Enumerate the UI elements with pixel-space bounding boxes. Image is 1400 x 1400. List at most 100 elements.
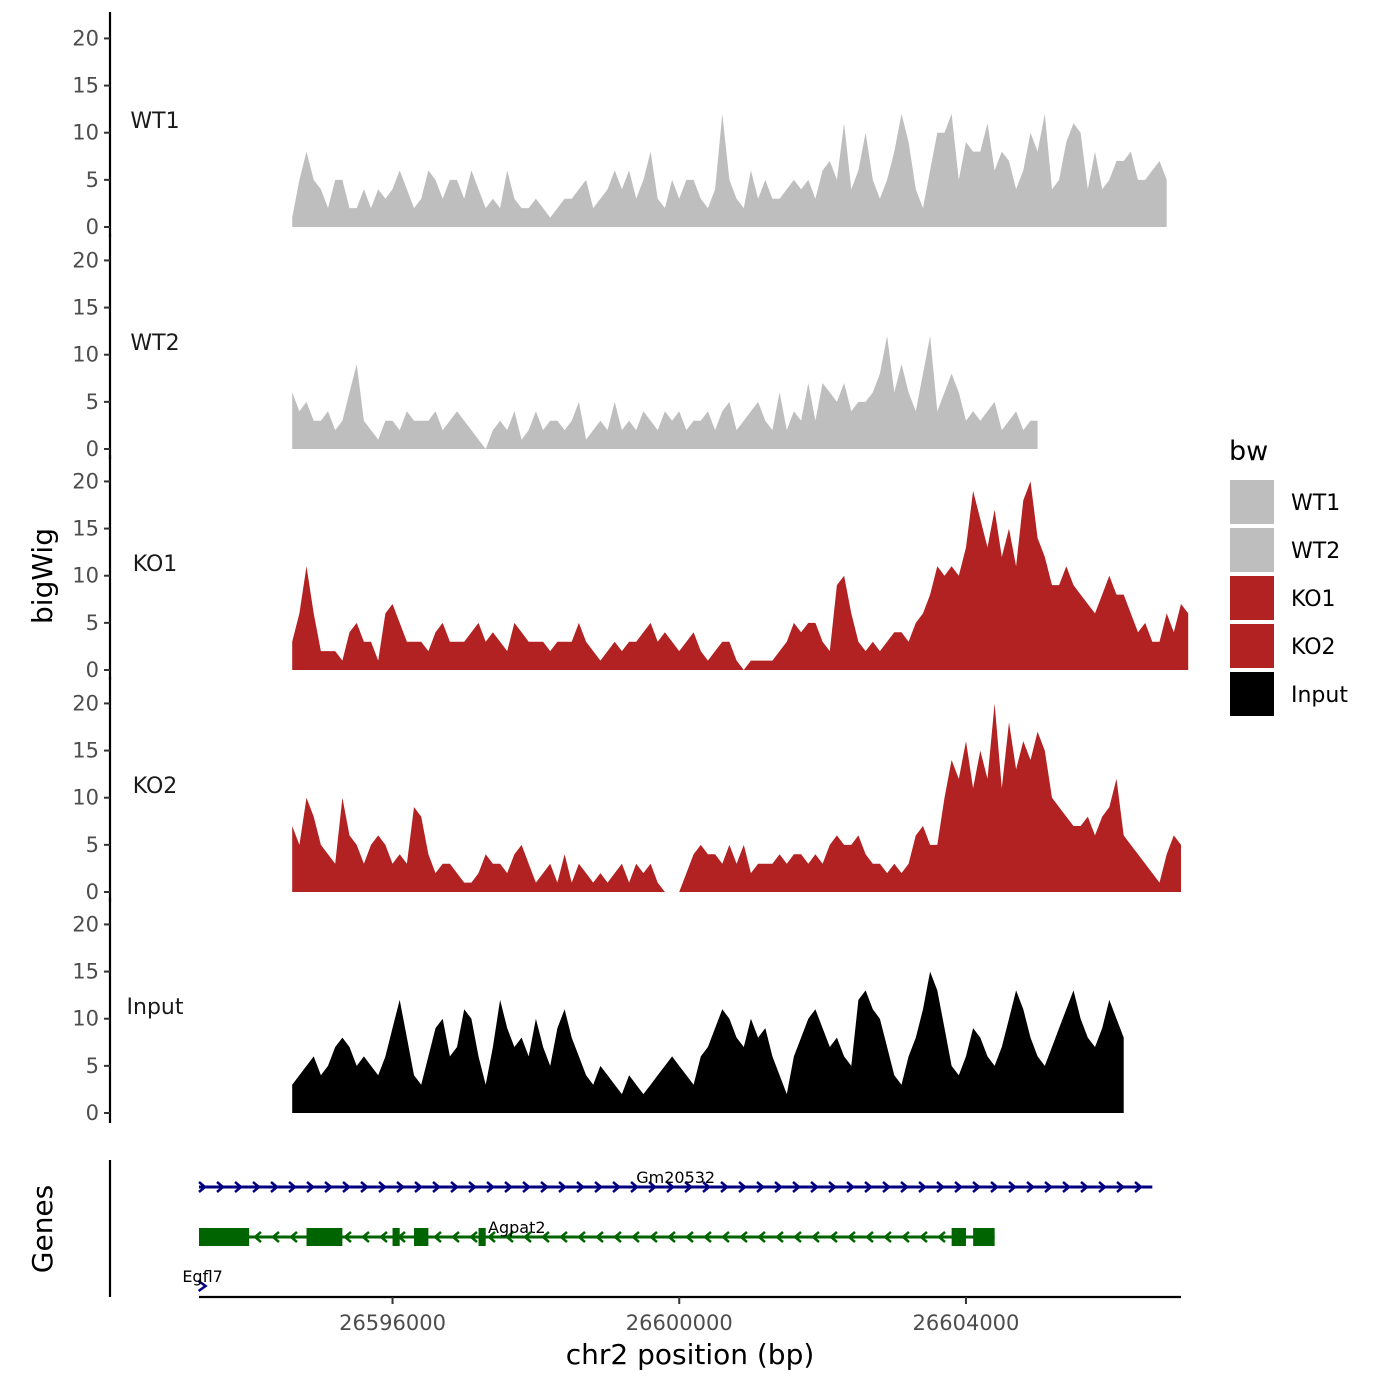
strand-arrow [361,1231,370,1243]
strand-arrow [523,1231,532,1243]
legend: bw WT1 WT2 KO1 KO2 Input [1229,436,1348,716]
strand-arrow [847,1231,856,1243]
y-tick-label: 20 [72,26,99,50]
y-tick-label: 5 [86,168,99,192]
strand-arrow [577,1231,586,1243]
strand-arrow [774,1181,783,1193]
y-tick-label: 15 [72,960,99,984]
strand-arrow [865,1231,874,1243]
coverage-area-input [292,971,1124,1113]
strand-arrow [342,1181,351,1193]
exon [951,1228,966,1246]
y-tick-label: 10 [72,121,99,145]
y-tick-label: 15 [72,739,99,763]
legend-item-ko1: KO1 [1230,576,1336,620]
y-tick-label: 5 [86,833,99,857]
strand-arrow [721,1231,730,1243]
strand-arrow [900,1181,909,1193]
strand-arrow [648,1181,657,1193]
y-tick-label: 20 [72,469,99,493]
strand-arrow [1098,1181,1107,1193]
strand-arrow [810,1181,819,1193]
track-label-wt2: WT2 [130,331,179,356]
strand-arrow [829,1231,838,1243]
strand-arrow [541,1231,550,1243]
strand-arrow [738,1181,747,1193]
exon [392,1228,400,1246]
gene-track-panel: Gm20532 Agpat2 Egfl7 [108,1160,1153,1297]
strand-arrow [216,1181,225,1193]
y-tick-label: 5 [86,1054,99,1078]
strand-arrow [270,1181,279,1193]
strand-arrow [846,1181,855,1193]
legend-label: WT2 [1291,539,1340,564]
strand-arrow [540,1181,549,1193]
strand-arrow [882,1181,891,1193]
strand-arrow [1062,1181,1071,1193]
strand-arrow [559,1231,568,1243]
strand-arrow [432,1181,441,1193]
coverage-area-ko1 [292,481,1189,670]
track-label-ko2: KO2 [133,774,178,799]
strand-arrow [288,1181,297,1193]
strand-arrow [379,1231,388,1243]
y-tick-label: 10 [72,786,99,810]
strand-arrow [1008,1181,1017,1193]
gene-label-gm20532: Gm20532 [636,1168,715,1187]
strand-arrow [918,1181,927,1193]
bigwig-tracks: 0 5 10 15 20 WT1 0 5 10 15 20 WT2 0 5 10 15 20 KO1 0 5 10 15 2… [72,12,1189,1125]
gene-agpat2: Agpat2 [199,1218,995,1246]
legend-label: WT1 [1291,491,1340,516]
y-tick-label: 0 [86,880,99,904]
strand-arrow [396,1181,405,1193]
strand-arrow [684,1181,693,1193]
strand-arrow [234,1181,243,1193]
strand-arrow [937,1231,946,1243]
y-axis-title: bigWig [26,528,59,624]
strand-arrow [631,1231,640,1243]
legend-label: Input [1291,683,1348,708]
strand-arrow [901,1231,910,1243]
strand-arrow [1044,1181,1053,1193]
gene-label-agpat2: Agpat2 [488,1218,546,1237]
strand-arrow [954,1181,963,1193]
y-tick-label: 15 [72,517,99,541]
strand-arrow [667,1231,676,1243]
strand-arrow [811,1231,820,1243]
strand-arrow [595,1231,604,1243]
strand-arrow [522,1181,531,1193]
strand-arrow [936,1181,945,1193]
strand-arrow [972,1181,981,1193]
track-input: 0 5 10 15 20 Input [72,898,1124,1125]
y-tick-label: 0 [86,215,99,239]
exon [199,1228,250,1246]
strand-arrow [919,1231,928,1243]
strand-arrow [360,1181,369,1193]
track-wt2: 0 5 10 15 20 WT2 [72,234,1038,461]
x-tick-label: 26596000 [339,1311,446,1335]
strand-arrow [198,1181,207,1193]
legend-title: bw [1229,436,1268,467]
strand-arrow [739,1231,748,1243]
strand-arrow [703,1231,712,1243]
strand-arrow [271,1231,280,1243]
y-tick-label: 0 [86,437,99,461]
y-tick-label: 5 [86,611,99,635]
legend-item-ko2: KO2 [1230,624,1336,668]
strand-arrow [306,1181,315,1193]
y-tick-label: 20 [72,912,99,936]
legend-swatch [1230,672,1274,716]
legend-swatch [1230,528,1274,572]
exon [478,1228,486,1246]
strand-arrow [468,1181,477,1193]
strand-arrow [450,1181,459,1193]
strand-arrow [864,1181,873,1193]
strand-arrow [197,1279,208,1293]
strand-arrow [612,1181,621,1193]
strand-arrow [775,1231,784,1243]
y-tick-label: 0 [86,1101,99,1125]
legend-swatch [1230,624,1274,668]
gene-egfl7: Egfl7 [182,1267,223,1293]
legend-swatch [1230,480,1274,524]
